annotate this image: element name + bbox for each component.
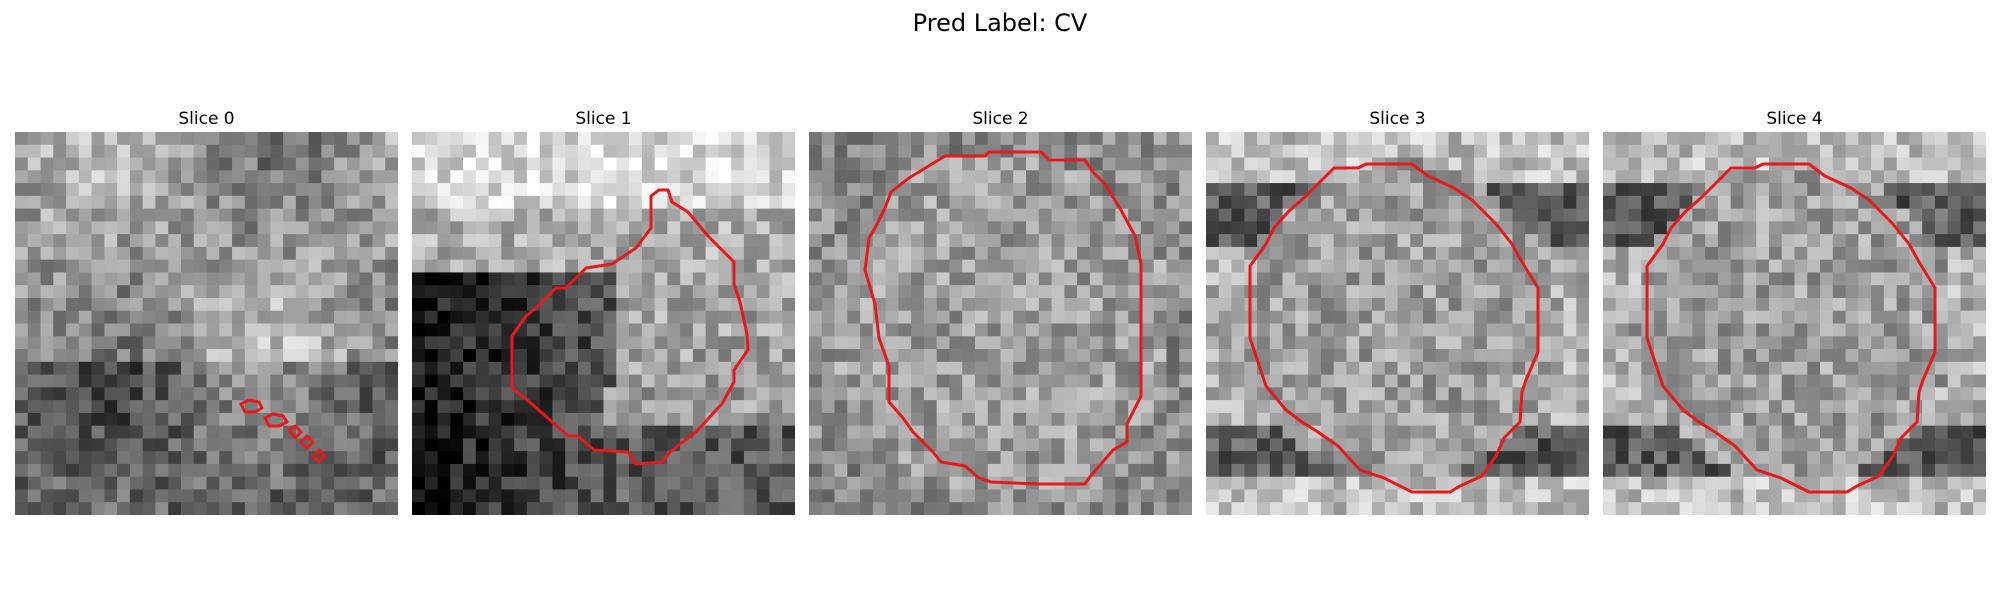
contour-blob-3 — [287, 424, 303, 440]
contour-blob-4 — [299, 434, 315, 450]
slice-panel-2: Slice 2 — [809, 108, 1192, 515]
slice-panel-0: Slice 0 — [15, 108, 398, 515]
slice-title: Slice 0 — [178, 109, 235, 129]
figure-title: Pred Label: CV — [912, 9, 1088, 37]
slice-title: Slice 1 — [575, 109, 632, 129]
slice-panel-4: Slice 4 — [1603, 108, 1986, 515]
contour-blob-2 — [263, 412, 289, 428]
slice-panel-3: Slice 3 — [1206, 108, 1589, 515]
slice-image-3 — [1206, 132, 1589, 515]
contour-region — [510, 188, 750, 466]
slice-image-2 — [809, 132, 1192, 515]
slice-panel-1: Slice 1 — [412, 108, 795, 515]
slice-title: Slice 3 — [1369, 109, 1426, 129]
contour-blob-5 — [311, 448, 327, 464]
slice-image-1 — [412, 132, 795, 515]
contour-region — [1248, 162, 1540, 494]
contour-blob-1 — [239, 398, 264, 414]
slice-image-4 — [1603, 132, 1986, 515]
contour-region — [1645, 162, 1937, 494]
slice-title: Slice 4 — [1766, 109, 1823, 129]
contour-region — [863, 150, 1143, 486]
slice-image-0 — [15, 132, 398, 515]
slice-title: Slice 2 — [972, 109, 1029, 129]
